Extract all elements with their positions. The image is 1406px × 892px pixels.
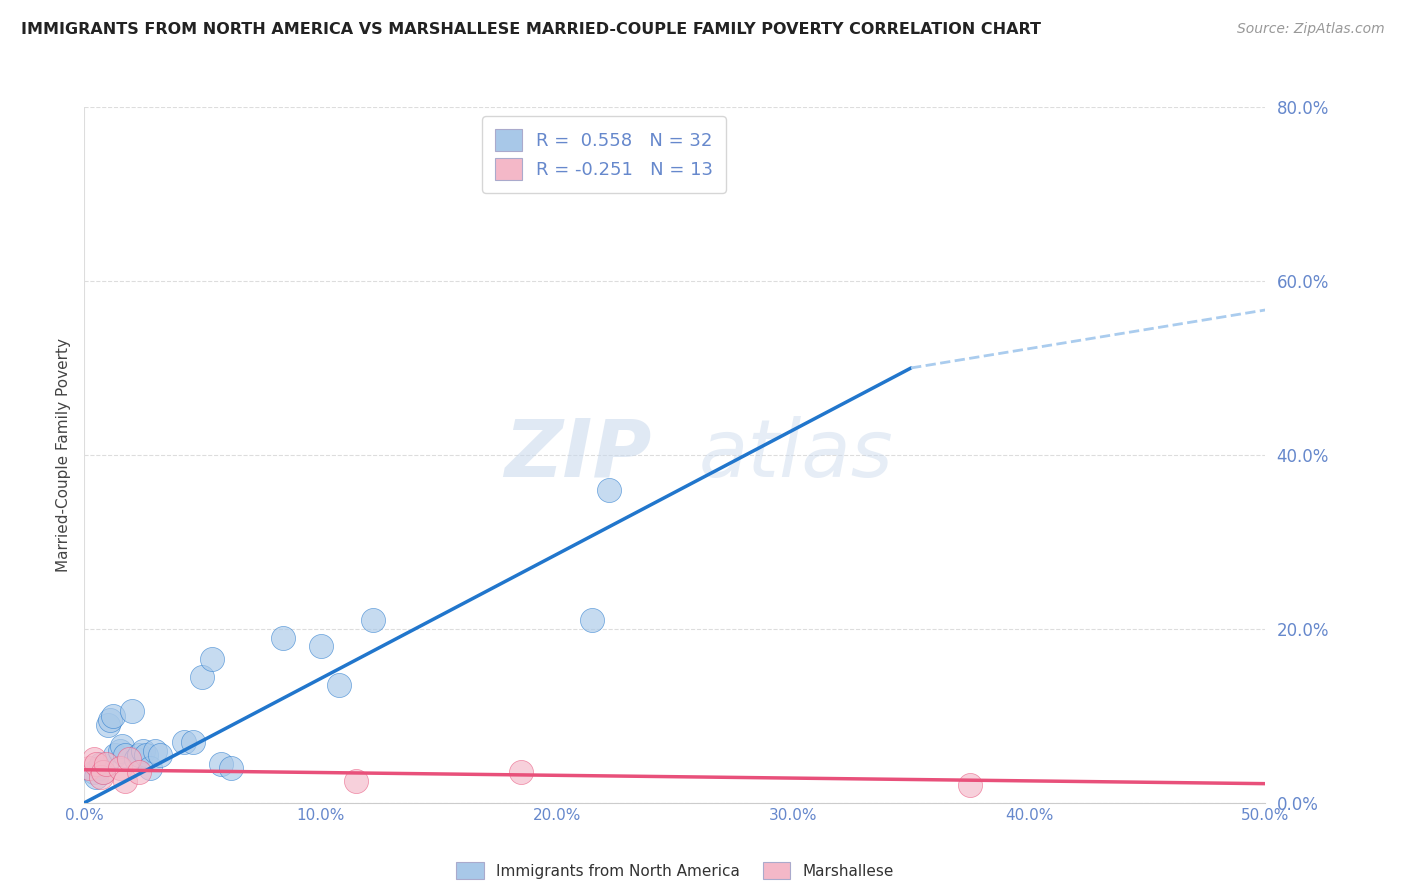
Point: [111, 739, 134, 754]
Point: [201, 652, 224, 666]
Point: [84, 756, 107, 771]
Point: [77, 761, 100, 775]
Point: [510, 765, 533, 780]
Point: [209, 756, 232, 771]
Text: atlas: atlas: [699, 416, 893, 494]
Point: [83, 765, 105, 780]
Point: [104, 747, 127, 762]
Point: [90, 756, 112, 771]
Text: Source: ZipAtlas.com: Source: ZipAtlas.com: [1237, 22, 1385, 37]
Legend: Immigrants from North America, Marshallese: Immigrants from North America, Marshalle…: [450, 855, 900, 886]
Point: [309, 639, 332, 653]
Point: [121, 705, 143, 719]
Point: [139, 761, 162, 775]
Point: [90, 770, 112, 784]
Point: [108, 761, 131, 775]
Text: ZIP: ZIP: [503, 416, 651, 494]
Point: [101, 708, 124, 723]
Point: [114, 747, 136, 762]
Point: [98, 713, 121, 727]
Point: [135, 747, 157, 762]
Y-axis label: Married-Couple Family Poverty: Married-Couple Family Poverty: [56, 338, 72, 572]
Point: [598, 483, 620, 497]
Point: [97, 717, 120, 731]
Point: [94, 756, 117, 771]
Point: [191, 670, 214, 684]
Point: [128, 747, 150, 762]
Point: [181, 735, 204, 749]
Point: [91, 765, 114, 780]
Point: [361, 613, 384, 627]
Point: [83, 752, 105, 766]
Point: [219, 761, 242, 775]
Text: IMMIGRANTS FROM NORTH AMERICA VS MARSHALLESE MARRIED-COUPLE FAMILY POVERTY CORRE: IMMIGRANTS FROM NORTH AMERICA VS MARSHAL…: [21, 22, 1040, 37]
Point: [128, 765, 150, 780]
Point: [108, 744, 131, 758]
Point: [959, 778, 981, 792]
Point: [149, 747, 172, 762]
Point: [84, 770, 107, 784]
Point: [271, 631, 294, 645]
Point: [87, 761, 110, 775]
Point: [125, 752, 148, 766]
Point: [132, 744, 155, 758]
Point: [173, 735, 195, 749]
Point: [344, 774, 367, 789]
Point: [91, 765, 114, 780]
Point: [581, 613, 603, 627]
Point: [328, 678, 350, 692]
Point: [143, 744, 166, 758]
Point: [114, 774, 136, 789]
Point: [118, 752, 141, 766]
